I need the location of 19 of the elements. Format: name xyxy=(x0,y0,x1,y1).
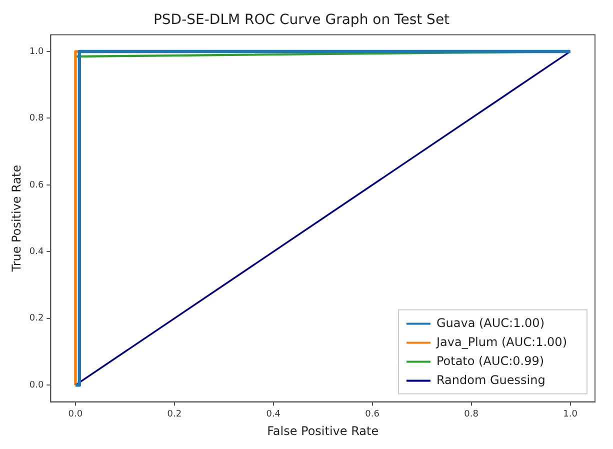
legend-label: Random Guessing xyxy=(436,372,546,387)
legend-label: Guava (AUC:1.00) xyxy=(436,316,545,330)
legend-label: Potato (AUC:0.99) xyxy=(436,354,544,368)
x-tick-label: 0.4 xyxy=(266,410,281,420)
x-tick-label: 0.8 xyxy=(464,410,479,420)
y-tick-label: 0.4 xyxy=(29,247,44,258)
chart-title: PSD-SE-DLM ROC Curve Graph on Test Set xyxy=(153,12,450,28)
y-axis-title: True Positive Rate xyxy=(9,164,24,273)
x-tick-label: 0.0 xyxy=(68,410,83,420)
y-tick-label: 0.6 xyxy=(29,180,44,190)
y-tick-label: 0.0 xyxy=(29,380,44,390)
x-axis-title: False Positive Rate xyxy=(267,424,379,438)
x-tick-label: 1.0 xyxy=(563,410,578,420)
x-tick-label: 0.6 xyxy=(365,410,380,420)
x-tick-label: 0.2 xyxy=(167,410,182,420)
y-tick-label: 0.8 xyxy=(29,114,44,124)
y-tick-label: 0.2 xyxy=(29,314,44,324)
y-tick-label: 1.0 xyxy=(29,46,44,57)
legend-label: Java_Plum (AUC:1.00) xyxy=(435,334,568,349)
